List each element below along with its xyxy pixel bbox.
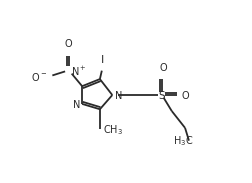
Text: N$^+$: N$^+$ xyxy=(71,65,86,78)
Text: I: I xyxy=(101,55,104,65)
Text: S: S xyxy=(158,91,165,101)
Text: N: N xyxy=(72,100,80,110)
Text: O$^-$: O$^-$ xyxy=(31,71,47,83)
Text: N: N xyxy=(114,91,122,101)
Text: O: O xyxy=(181,91,189,101)
Text: CH$_3$: CH$_3$ xyxy=(102,123,122,137)
Text: H$_3$C: H$_3$C xyxy=(172,134,192,148)
Text: O: O xyxy=(64,39,72,49)
Text: O: O xyxy=(159,63,166,73)
